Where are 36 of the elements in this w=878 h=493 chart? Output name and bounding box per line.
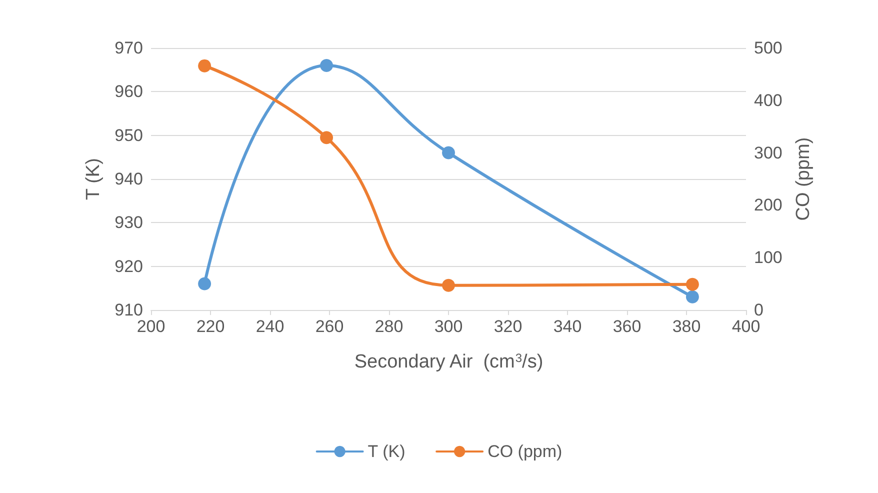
x-tick-label: 260 [315, 317, 344, 336]
x-tick-label: 360 [612, 317, 642, 336]
y2-axis-title: CO (ppm) [793, 137, 814, 221]
x-tick-label: 200 [136, 317, 166, 336]
x-tick-label: 280 [374, 317, 404, 336]
y-tick-label: 910 [114, 300, 143, 320]
y-tick-label: 950 [114, 126, 143, 145]
x-tick-label: 340 [553, 317, 582, 336]
x-tick-label: 320 [494, 317, 522, 336]
point [320, 58, 334, 72]
point [686, 290, 699, 304]
y2-tick-label: 300 [754, 143, 782, 162]
x-tick-label: 400 [732, 317, 760, 336]
point [320, 131, 334, 144]
point [442, 278, 455, 292]
y-tick-label: 970 [114, 38, 143, 58]
y2-tick-label: 400 [754, 90, 782, 110]
x-tick-label: 240 [256, 317, 284, 336]
y2-tick-label: 100 [754, 248, 782, 268]
point [442, 146, 455, 160]
y2-tick-label: 500 [754, 38, 782, 58]
point [686, 278, 699, 291]
legend-label: CO (ppm) [488, 442, 562, 461]
point [198, 59, 212, 72]
x-tick-label: 380 [672, 317, 701, 336]
y2-tick-label: 0 [754, 300, 764, 320]
y-tick-label: 960 [114, 82, 143, 102]
y-axis-title: T (K) [83, 158, 104, 200]
x-tick-label: 300 [434, 317, 463, 336]
legend-label: T (K) [368, 442, 406, 461]
x-tick-label: 220 [196, 317, 225, 336]
y2-tick-label: 200 [754, 196, 782, 215]
y-tick-label: 930 [114, 213, 143, 232]
y-tick-label: 940 [114, 170, 143, 188]
y-tick-label: 920 [114, 256, 143, 276]
point [198, 277, 212, 290]
